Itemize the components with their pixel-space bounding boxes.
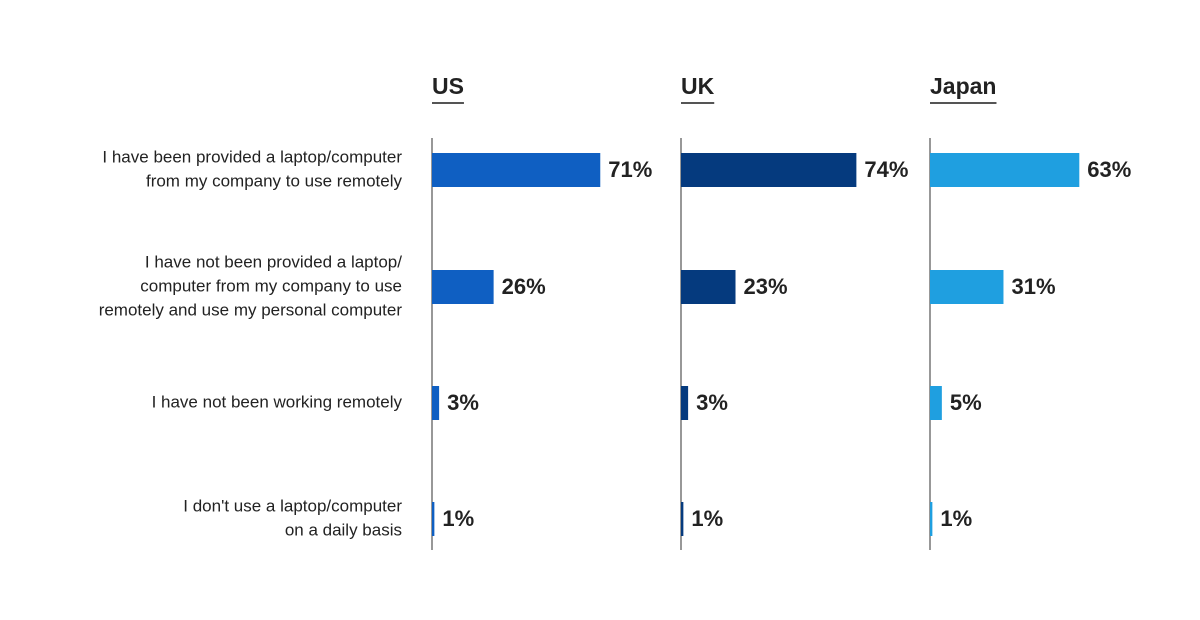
bar: [930, 386, 942, 420]
category-label: remotely and use my personal computer: [99, 300, 403, 319]
value-label: 1%: [442, 506, 474, 531]
bar: [681, 386, 689, 420]
panel-title: Japan: [930, 73, 996, 99]
category-label: on a daily basis: [285, 520, 402, 539]
value-label: 63%: [1087, 157, 1131, 182]
bar: [432, 502, 435, 536]
category-label: I have not been working remotely: [152, 392, 403, 411]
category-label: computer from my company to use: [140, 276, 402, 295]
value-label: 23%: [744, 274, 788, 299]
value-label: 3%: [696, 390, 728, 415]
panel-title: UK: [681, 73, 715, 99]
category-label: I don't use a laptop/computer: [183, 496, 402, 515]
bar: [930, 270, 1004, 304]
category-label: I have been provided a laptop/computer: [102, 147, 402, 166]
value-label: 3%: [447, 390, 479, 415]
bar: [681, 270, 736, 304]
bar: [930, 153, 1080, 187]
bar: [432, 153, 601, 187]
category-label: from my company to use remotely: [146, 171, 403, 190]
bar: [930, 502, 933, 536]
value-label: 5%: [950, 390, 982, 415]
value-label: 74%: [864, 157, 908, 182]
value-label: 31%: [1011, 274, 1055, 299]
value-label: 1%: [940, 506, 972, 531]
bar: [681, 502, 684, 536]
bar: [681, 153, 857, 187]
value-label: 1%: [691, 506, 723, 531]
bar: [432, 386, 440, 420]
panel-title: US: [432, 73, 464, 99]
category-label: I have not been provided a laptop/: [145, 252, 402, 271]
value-label: 71%: [608, 157, 652, 182]
bar: [432, 270, 494, 304]
value-label: 26%: [502, 274, 546, 299]
